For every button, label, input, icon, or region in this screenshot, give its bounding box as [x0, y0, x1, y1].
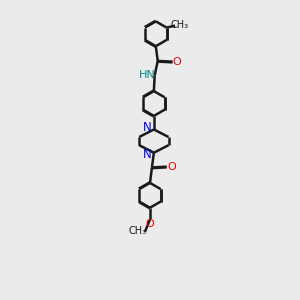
Text: N: N: [142, 148, 151, 161]
Text: CH₃: CH₃: [129, 226, 147, 236]
Text: HN: HN: [139, 70, 156, 80]
Text: N: N: [142, 122, 151, 134]
Text: CH₃: CH₃: [171, 20, 189, 30]
Text: O: O: [146, 219, 154, 230]
Text: O: O: [173, 57, 182, 67]
Text: O: O: [167, 162, 176, 172]
